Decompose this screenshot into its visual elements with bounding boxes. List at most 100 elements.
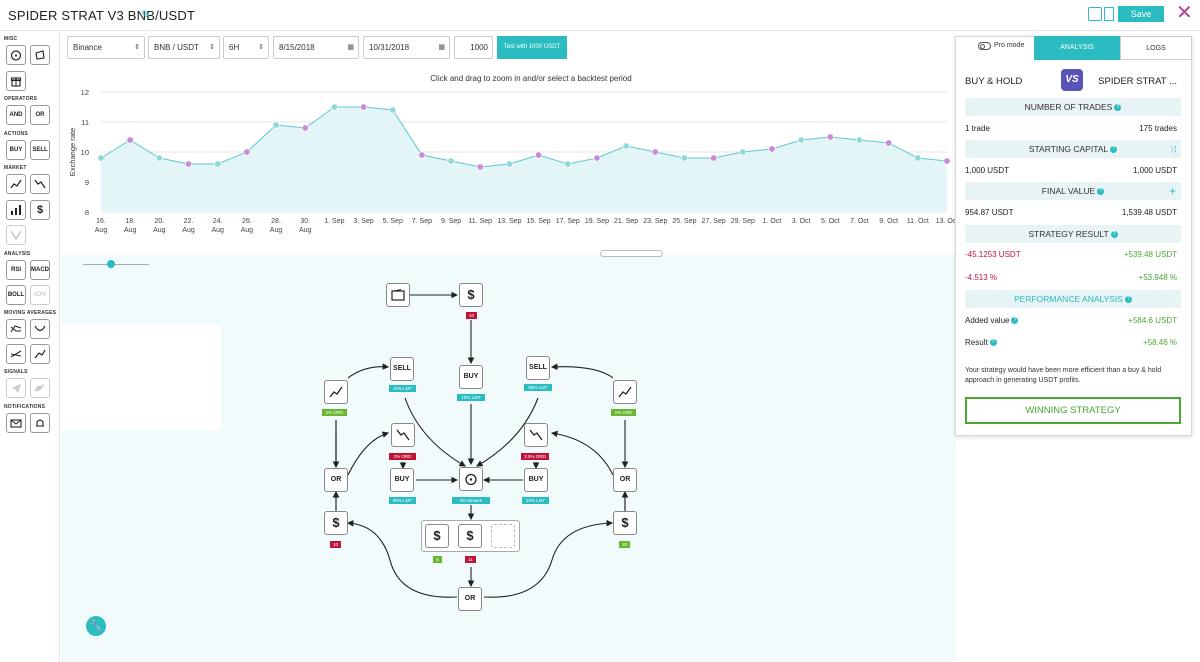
timer-node[interactable] [459, 467, 483, 491]
zoom-slider-handle[interactable] [107, 260, 115, 268]
group-empty-slot[interactable] [491, 524, 515, 548]
zoom-slider-track[interactable] [83, 264, 149, 265]
test-button[interactable]: Test with 1000 USDT [497, 36, 567, 59]
result-left-usdt: -45.1253 USDT [965, 250, 1021, 259]
help-icon[interactable]: ? [1110, 231, 1118, 239]
market-down-node-left[interactable] [391, 423, 415, 447]
price-chart[interactable]: Click and drag to zoom in and/or select … [61, 66, 955, 254]
amount-input[interactable]: 1000 [454, 36, 493, 59]
data-point [243, 148, 251, 156]
calendar-icon: ▦ [438, 44, 445, 51]
sell-left-badge: 10% LMT [389, 385, 416, 392]
pro-mode-toggle[interactable] [978, 42, 991, 50]
x-tick-label: 13. Sep [497, 218, 521, 225]
top-bar: SPIDER STRAT V3 BNB/USDT ✎ Save ✕ [0, 0, 1200, 31]
and-operator-tool[interactable]: AND [6, 105, 26, 125]
price-node-left[interactable]: $ [324, 511, 348, 535]
exchange-value: Binance [73, 43, 102, 52]
chart-svg[interactable]: Click and drag to zoom in and/or select … [61, 66, 955, 254]
buy-node-right[interactable]: BUY [524, 468, 548, 492]
or-operator-tool[interactable]: OR [30, 105, 50, 125]
buy-node-top[interactable]: BUY [459, 365, 483, 389]
tab-analysis[interactable]: ANALYSIS [1034, 36, 1120, 60]
wrench-icon[interactable]: 🔧 [86, 616, 106, 636]
market-up-node-left[interactable] [324, 380, 348, 404]
or-node-left[interactable]: OR [324, 468, 348, 492]
x-tick-label: 21. Sep [614, 218, 638, 225]
save-button[interactable]: Save [1118, 6, 1164, 22]
market-down-node-right[interactable] [524, 423, 548, 447]
gift-tool-icon[interactable] [6, 71, 26, 91]
bell-icon[interactable] [30, 413, 50, 433]
trades-header: NUMBER OF TRADES? [965, 98, 1181, 116]
or-node-right[interactable]: OR [613, 468, 637, 492]
help-icon[interactable]: ? [1114, 104, 1122, 112]
x-tick-label: 15. Sep [527, 218, 551, 225]
sell-action-tool[interactable]: SELL [30, 140, 50, 160]
exchange-select[interactable]: Binance ⇕ [67, 36, 145, 59]
help-icon[interactable]: ? [989, 339, 997, 347]
timeframe-select[interactable]: 6H ⇕ [223, 36, 269, 59]
trash-icon[interactable] [1104, 7, 1114, 21]
boll-tool[interactable]: BOLL [6, 285, 26, 305]
market-down-tool-icon[interactable] [30, 174, 50, 194]
tab-logs[interactable]: LOGS [1120, 36, 1192, 60]
final-row: 954.87 USDT 1,539.48 USDT [965, 208, 1181, 217]
result-right-usdt: +539.48 USDT [1123, 250, 1177, 259]
wallet-node[interactable] [386, 283, 410, 307]
ma-bars-tool-icon[interactable] [30, 344, 50, 364]
price-tool-icon[interactable]: $ [30, 200, 50, 220]
x-tick-label: 20. Aug [153, 218, 166, 234]
rsi-tool[interactable]: RSI [6, 260, 26, 280]
data-point [855, 136, 863, 144]
buy-node-left[interactable]: BUY [390, 468, 414, 492]
market-up-node-right[interactable] [613, 380, 637, 404]
ma-cross-tool-icon[interactable] [6, 319, 26, 339]
group-price-node-1[interactable]: $ [425, 524, 449, 548]
data-point [593, 154, 601, 162]
macd-tool[interactable]: MACD [30, 260, 50, 280]
start-date-input[interactable]: 8/15/2018 ▦ [273, 36, 359, 59]
plus-icon[interactable]: + [1168, 184, 1176, 198]
ma-trend-tool-icon[interactable] [6, 344, 26, 364]
buy-top-badge: 10% LMT [457, 394, 485, 401]
data-point [330, 103, 338, 111]
market-up-tool-icon[interactable] [6, 174, 26, 194]
help-icon[interactable]: ? [1110, 146, 1118, 154]
price-node[interactable]: $ [459, 283, 483, 307]
data-point [564, 160, 572, 168]
buy-action-tool[interactable]: BUY [6, 140, 26, 160]
pair-select[interactable]: BNB / USDT ⇕ [148, 36, 220, 59]
calendar-icon: ▦ [347, 44, 354, 51]
email-icon[interactable] [6, 413, 26, 433]
resize-handle[interactable] [600, 250, 663, 257]
edit-pencil-icon[interactable]: ✎ [141, 8, 152, 22]
data-point [797, 136, 805, 144]
close-icon[interactable]: ✕ [1176, 2, 1193, 24]
y-tick-label: 11 [81, 118, 89, 127]
data-point [185, 160, 193, 168]
sell-node-left[interactable]: SELL [390, 357, 414, 381]
trades-header-text: NUMBER OF TRADES [1024, 102, 1113, 112]
market-left-badge: 2% ORD [322, 409, 347, 416]
sell-node-right[interactable]: SELL [526, 356, 550, 380]
bar-chart-tool-icon[interactable] [6, 200, 26, 220]
capital-header-text: STARTING CAPITAL [1028, 144, 1109, 154]
timer-tool-icon[interactable] [6, 45, 26, 65]
sell-right-badge: 90% LMT [524, 384, 552, 391]
timeframe-value: 6H [229, 43, 240, 52]
or-node-bottom[interactable]: OR [458, 587, 482, 611]
help-icon[interactable]: ? [1124, 296, 1132, 304]
group-price-node-2[interactable]: $ [458, 524, 482, 548]
x-tick-label: 19. Sep [585, 218, 609, 225]
shuffle-icon[interactable]: ⤨ [1169, 144, 1176, 154]
ma-curve-tool-icon[interactable] [30, 319, 50, 339]
end-date-input[interactable]: 10/31/2018 ▦ [363, 36, 450, 59]
duplicate-icon[interactable] [1088, 7, 1102, 21]
help-icon[interactable]: ? [1097, 188, 1105, 196]
section-label: MOVING AVERAGES [4, 310, 57, 316]
help-icon[interactable]: ? [1011, 317, 1019, 325]
wallet-tool-icon[interactable] [30, 45, 50, 65]
strategy-canvas[interactable] [61, 255, 956, 662]
price-node-right[interactable]: $ [613, 511, 637, 535]
